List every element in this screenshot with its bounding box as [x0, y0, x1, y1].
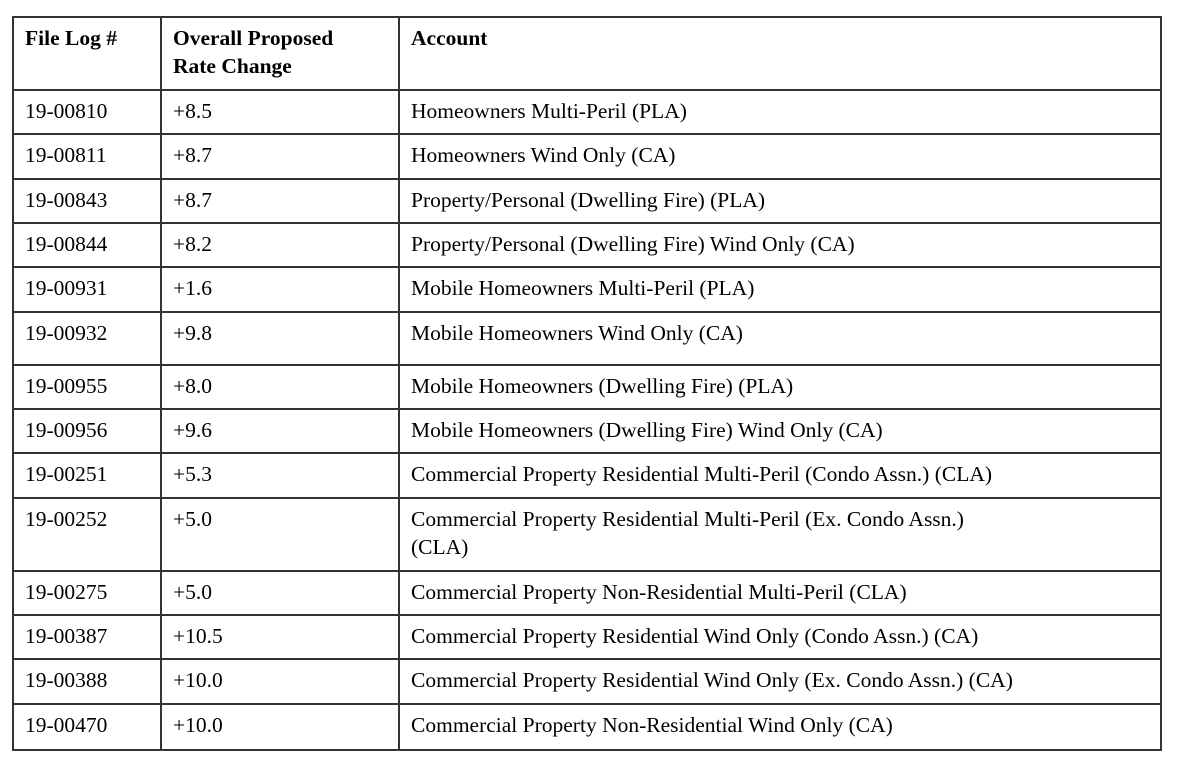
- header-row: File Log # Overall Proposed Rate Change …: [12, 16, 1162, 91]
- account-cell: Commercial Property Residential Multi-Pe…: [398, 496, 1162, 572]
- file-log-cell: 19-00844: [12, 221, 162, 269]
- table-row: 19-00931 +1.6 Mobile Homeowners Multi-Pe…: [12, 266, 1162, 313]
- rate-change-cell: +9.6: [160, 407, 400, 455]
- table-row: 19-00388 +10.0 Commercial Property Resid…: [12, 658, 1162, 705]
- rate-change-cell: +8.2: [160, 221, 400, 269]
- account-cell: Commercial Property Residential Wind Onl…: [398, 613, 1162, 661]
- table-row: 19-00251 +5.3 Commercial Property Reside…: [12, 452, 1162, 499]
- table-header: File Log # Overall Proposed Rate Change …: [12, 16, 1162, 91]
- rate-change-cell: +1.6: [160, 266, 400, 313]
- table-body: 19-00810 +8.5 Homeowners Multi-Peril (PL…: [12, 88, 1162, 751]
- file-log-cell: 19-00252: [12, 496, 162, 572]
- column-header-rate-change: Overall Proposed Rate Change: [160, 16, 400, 91]
- account-cell: Mobile Homeowners Multi-Peril (PLA): [398, 266, 1162, 313]
- column-header-account: Account: [398, 16, 1162, 91]
- account-cell: Commercial Property Non-Residential Wind…: [398, 702, 1162, 751]
- table-row: 19-00844 +8.2 Property/Personal (Dwellin…: [12, 221, 1162, 269]
- rate-change-cell: +5.3: [160, 452, 400, 499]
- table-row: 19-00810 +8.5 Homeowners Multi-Peril (PL…: [12, 88, 1162, 136]
- rate-change-cell: +8.7: [160, 177, 400, 224]
- account-cell: Commercial Property Non-Residential Mult…: [398, 569, 1162, 616]
- account-cell: Commercial Property Residential Multi-Pe…: [398, 452, 1162, 499]
- file-log-cell: 19-00955: [12, 363, 162, 411]
- account-cell: Property/Personal (Dwelling Fire) (PLA): [398, 177, 1162, 224]
- file-log-cell: 19-00810: [12, 88, 162, 136]
- file-log-cell: 19-00388: [12, 658, 162, 705]
- rate-change-cell: +10.5: [160, 613, 400, 661]
- rate-change-table: File Log # Overall Proposed Rate Change …: [12, 16, 1162, 751]
- file-log-cell: 19-00932: [12, 310, 162, 366]
- rate-change-cell: +5.0: [160, 496, 400, 572]
- file-log-cell: 19-00811: [12, 133, 162, 180]
- account-cell: Homeowners Wind Only (CA): [398, 133, 1162, 180]
- account-cell: Mobile Homeowners (Dwelling Fire) (PLA): [398, 363, 1162, 411]
- rate-change-cell: +8.7: [160, 133, 400, 180]
- table-row: 19-00275 +5.0 Commercial Property Non-Re…: [12, 569, 1162, 616]
- table-row: 19-00252 +5.0 Commercial Property Reside…: [12, 496, 1162, 572]
- table-row: 19-00955 +8.0 Mobile Homeowners (Dwellin…: [12, 363, 1162, 411]
- file-log-cell: 19-00931: [12, 266, 162, 313]
- table-row: 19-00811 +8.7 Homeowners Wind Only (CA): [12, 133, 1162, 180]
- file-log-cell: 19-00275: [12, 569, 162, 616]
- rate-change-cell: +10.0: [160, 658, 400, 705]
- rate-change-cell: +5.0: [160, 569, 400, 616]
- account-cell: Homeowners Multi-Peril (PLA): [398, 88, 1162, 136]
- file-log-cell: 19-00843: [12, 177, 162, 224]
- rate-change-cell: +8.0: [160, 363, 400, 411]
- column-header-file-log: File Log #: [12, 16, 162, 91]
- account-cell: Mobile Homeowners (Dwelling Fire) Wind O…: [398, 407, 1162, 455]
- file-log-cell: 19-00470: [12, 702, 162, 751]
- rate-change-cell: +10.0: [160, 702, 400, 751]
- table-row: 19-00932 +9.8 Mobile Homeowners Wind Onl…: [12, 310, 1162, 366]
- table-row: 19-00843 +8.7 Property/Personal (Dwellin…: [12, 177, 1162, 224]
- account-cell: Commercial Property Residential Wind Onl…: [398, 658, 1162, 705]
- rate-change-cell: +9.8: [160, 310, 400, 366]
- file-log-cell: 19-00251: [12, 452, 162, 499]
- table-row: 19-00470 +10.0 Commercial Property Non-R…: [12, 702, 1162, 751]
- file-log-cell: 19-00387: [12, 613, 162, 661]
- file-log-cell: 19-00956: [12, 407, 162, 455]
- account-cell: Mobile Homeowners Wind Only (CA): [398, 310, 1162, 366]
- table-row: 19-00956 +9.6 Mobile Homeowners (Dwellin…: [12, 407, 1162, 455]
- rate-change-cell: +8.5: [160, 88, 400, 136]
- account-cell: Property/Personal (Dwelling Fire) Wind O…: [398, 221, 1162, 269]
- table-row: 19-00387 +10.5 Commercial Property Resid…: [12, 613, 1162, 661]
